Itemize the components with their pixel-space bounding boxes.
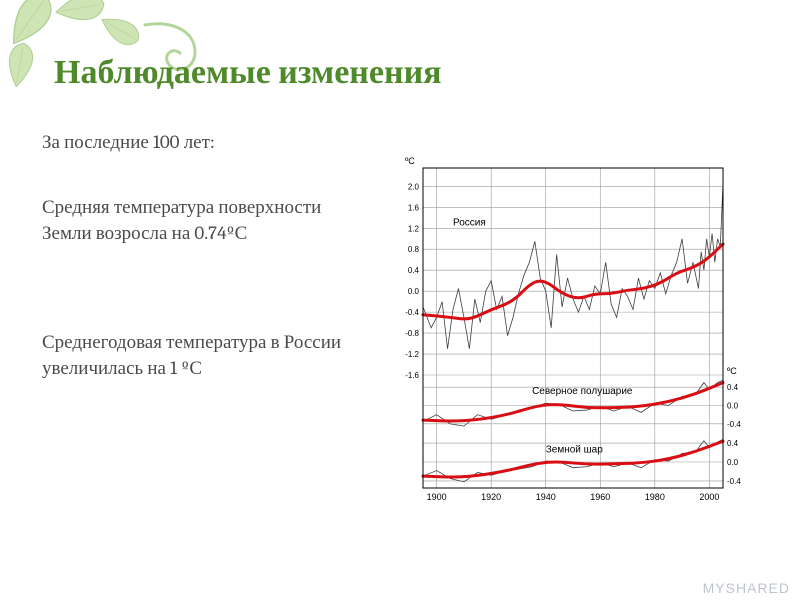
svg-text:0.0: 0.0 — [727, 458, 739, 467]
svg-text:0.4: 0.4 — [408, 266, 420, 275]
svg-text:Земной шар: Земной шар — [546, 445, 604, 456]
svg-text:-0.8: -0.8 — [405, 329, 419, 338]
svg-text:-0.4: -0.4 — [405, 308, 419, 317]
svg-text:1940: 1940 — [536, 492, 556, 502]
para-russia-temp: Среднегодовая температура в России увели… — [42, 330, 352, 381]
watermark: MYSHARED — [703, 580, 790, 596]
svg-text:1960: 1960 — [590, 492, 610, 502]
svg-text:-0.4: -0.4 — [727, 477, 741, 486]
svg-text:-1.2: -1.2 — [405, 350, 419, 359]
intro-text: За последние 100 лет: — [42, 130, 352, 156]
svg-text:0.4: 0.4 — [727, 383, 739, 392]
svg-text:2.0: 2.0 — [408, 182, 420, 191]
svg-text:1980: 1980 — [645, 492, 665, 502]
watermark-text: MYSHARED — [703, 580, 790, 596]
chart-svg: 1900 1920 1940 1960 1980 2000 ºС ºС -1.6 -1.2 -0.8… — [378, 150, 763, 510]
svg-text:-0.4: -0.4 — [727, 420, 741, 429]
slide: Наблюдаемые изменения За последние 100 л… — [0, 0, 800, 600]
svg-text:0.0: 0.0 — [408, 287, 420, 296]
svg-text:0.0: 0.0 — [727, 402, 739, 411]
svg-text:-1.6: -1.6 — [405, 371, 419, 380]
svg-text:2000: 2000 — [699, 492, 719, 502]
svg-text:1920: 1920 — [481, 492, 501, 502]
svg-text:1.2: 1.2 — [408, 224, 420, 233]
svg-text:0.4: 0.4 — [727, 439, 739, 448]
svg-text:1.6: 1.6 — [408, 203, 420, 212]
svg-text:Россия: Россия — [453, 218, 486, 229]
para-surface-temp: Средняя температура поверхности Земли во… — [42, 195, 352, 246]
svg-text:ºС: ºС — [405, 156, 415, 166]
svg-text:ºС: ºС — [727, 366, 737, 376]
svg-text:1900: 1900 — [427, 492, 447, 502]
svg-text:0.8: 0.8 — [408, 245, 420, 254]
svg-text:Северное полушарие: Северное полушарие — [532, 386, 633, 397]
temperature-chart: 1900 1920 1940 1960 1980 2000 ºС ºС -1.6 -1.2 -0.8… — [378, 150, 763, 510]
slide-title: Наблюдаемые изменения — [54, 52, 442, 92]
